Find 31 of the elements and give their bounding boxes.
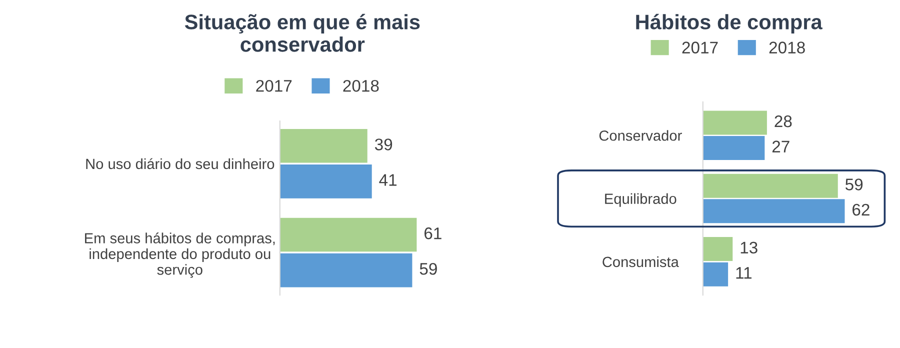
- chart-title: Hábitos de compra: [636, 14, 822, 34]
- chart-title: Situação em que é mais conservador: [184, 14, 420, 52]
- data-label: 59: [845, 178, 863, 190]
- legend-label: 2018: [769, 42, 805, 54]
- bar: [702, 262, 728, 286]
- bar: [702, 110, 767, 135]
- legend-label: 2017: [256, 80, 292, 92]
- legend-label: 2017: [682, 42, 718, 54]
- data-label: 13: [740, 242, 758, 254]
- data-label: 59: [420, 262, 437, 275]
- bar: [702, 174, 838, 198]
- data-label: 61: [424, 227, 442, 240]
- y-tick-label: Equilibrado: [605, 193, 676, 207]
- y-tick-label: Conservador: [599, 130, 682, 141]
- y-tick-label: No uso diário do seu dinheiro: [86, 158, 274, 170]
- y-tick-label: Consumista: [602, 256, 679, 268]
- bar: [702, 199, 845, 224]
- data-label: 41: [379, 174, 397, 186]
- y-tick-label: Em seus hábitos de compras, independente do produto ou serviço: [85, 232, 275, 278]
- legend-label: 2018: [343, 80, 379, 92]
- bar: [280, 218, 417, 252]
- bar: [280, 253, 412, 288]
- bar: [280, 129, 368, 163]
- bar: [702, 237, 733, 262]
- data-label: 11: [736, 267, 752, 279]
- bar: [702, 136, 765, 160]
- data-label: 62: [852, 204, 870, 216]
- data-label: 39: [374, 138, 392, 150]
- data-label: 27: [772, 140, 790, 152]
- data-label: 28: [774, 115, 792, 128]
- bar: [280, 164, 372, 198]
